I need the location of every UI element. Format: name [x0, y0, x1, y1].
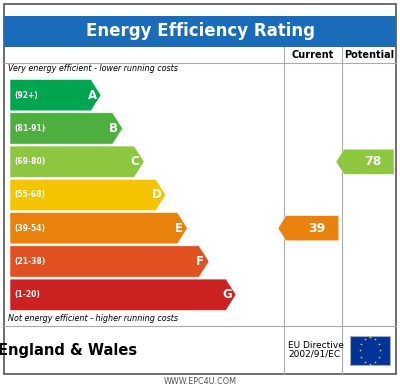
Text: Energy Efficiency Rating: Energy Efficiency Rating: [86, 23, 314, 40]
Text: F: F: [196, 255, 204, 268]
Text: (69-80): (69-80): [15, 157, 46, 166]
Bar: [4, 16, 396, 47]
Polygon shape: [10, 279, 236, 310]
Text: 39: 39: [308, 222, 325, 235]
Text: Potential: Potential: [344, 50, 394, 60]
Text: D: D: [152, 189, 162, 201]
Text: C: C: [131, 155, 140, 168]
Polygon shape: [278, 216, 339, 241]
Text: Current: Current: [292, 50, 334, 60]
Polygon shape: [10, 146, 144, 177]
Polygon shape: [10, 179, 166, 211]
Text: (92+): (92+): [15, 91, 38, 100]
Text: (39-54): (39-54): [15, 224, 46, 233]
Text: EU Directive: EU Directive: [288, 341, 344, 350]
Text: 78: 78: [364, 155, 382, 168]
Text: Very energy efficient - lower running costs: Very energy efficient - lower running co…: [8, 64, 178, 73]
Text: 2002/91/EC: 2002/91/EC: [288, 350, 340, 359]
Text: England & Wales: England & Wales: [0, 343, 138, 358]
Text: (81-91): (81-91): [15, 124, 46, 133]
Polygon shape: [336, 149, 394, 174]
Text: Not energy efficient - higher running costs: Not energy efficient - higher running co…: [8, 314, 178, 322]
Polygon shape: [10, 213, 187, 244]
Polygon shape: [10, 80, 101, 111]
Text: B: B: [109, 122, 118, 135]
Polygon shape: [10, 246, 209, 277]
Text: (1-20): (1-20): [15, 290, 41, 299]
Bar: [350, 336, 390, 365]
Polygon shape: [10, 113, 122, 144]
Text: E: E: [174, 222, 182, 235]
Text: (55-68): (55-68): [15, 191, 46, 199]
Text: (21-38): (21-38): [15, 257, 46, 266]
Text: A: A: [88, 89, 96, 102]
Text: WWW.EPC4U.COM: WWW.EPC4U.COM: [164, 377, 236, 386]
Text: G: G: [222, 288, 232, 301]
